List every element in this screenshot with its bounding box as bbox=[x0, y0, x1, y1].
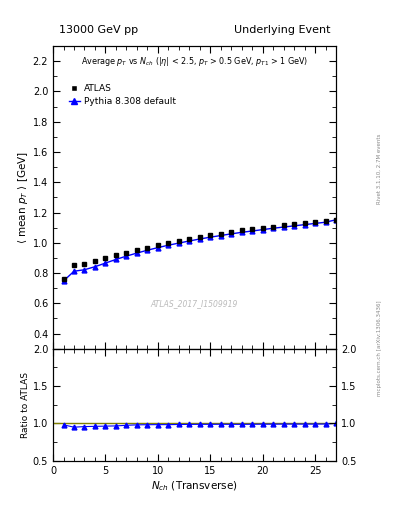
Pythia 8.308 default bbox=[219, 232, 223, 239]
Pythia 8.308 default bbox=[208, 234, 213, 240]
Pythia 8.308 default bbox=[61, 278, 66, 284]
Pythia 8.308 default bbox=[124, 253, 129, 259]
Pythia 8.308 default bbox=[313, 220, 318, 226]
Text: Average $p_T$ vs $N_{ch}$ ($|\eta|$ < 2.5, $p_T$ > 0.5 GeV, $p_{T1}$ > 1 GeV): Average $p_T$ vs $N_{ch}$ ($|\eta|$ < 2.… bbox=[81, 55, 308, 68]
Pythia 8.308 default bbox=[271, 225, 275, 231]
Text: Underlying Event: Underlying Event bbox=[234, 26, 331, 35]
Pythia 8.308 default bbox=[93, 264, 97, 270]
Text: 13000 GeV pp: 13000 GeV pp bbox=[59, 26, 138, 35]
X-axis label: $N_{ch}$ (Transverse): $N_{ch}$ (Transverse) bbox=[151, 480, 238, 494]
Pythia 8.308 default bbox=[323, 219, 328, 225]
Pythia 8.308 default bbox=[103, 260, 108, 266]
Y-axis label: Ratio to ATLAS: Ratio to ATLAS bbox=[21, 372, 30, 438]
Pythia 8.308 default bbox=[334, 217, 338, 223]
Pythia 8.308 default bbox=[145, 247, 150, 253]
Pythia 8.308 default bbox=[72, 268, 76, 274]
Text: mcplots.cern.ch [arXiv:1306.3436]: mcplots.cern.ch [arXiv:1306.3436] bbox=[377, 301, 382, 396]
Pythia 8.308 default bbox=[292, 223, 296, 229]
Y-axis label: $\langle$ mean $p_T$ $\rangle$ [GeV]: $\langle$ mean $p_T$ $\rangle$ [GeV] bbox=[16, 151, 30, 244]
Legend: ATLAS, Pythia 8.308 default: ATLAS, Pythia 8.308 default bbox=[69, 84, 176, 106]
Pythia 8.308 default bbox=[114, 257, 118, 263]
Pythia 8.308 default bbox=[281, 224, 286, 230]
Pythia 8.308 default bbox=[134, 250, 139, 256]
Pythia 8.308 default bbox=[166, 242, 171, 248]
Pythia 8.308 default bbox=[229, 231, 233, 237]
Pythia 8.308 default bbox=[239, 229, 244, 236]
Pythia 8.308 default bbox=[156, 245, 160, 251]
Line: Pythia 8.308 default: Pythia 8.308 default bbox=[61, 218, 338, 283]
Pythia 8.308 default bbox=[250, 228, 255, 234]
Pythia 8.308 default bbox=[302, 222, 307, 228]
Pythia 8.308 default bbox=[260, 226, 265, 232]
Pythia 8.308 default bbox=[197, 236, 202, 242]
Pythia 8.308 default bbox=[187, 238, 192, 244]
Text: Rivet 3.1.10, 2.7M events: Rivet 3.1.10, 2.7M events bbox=[377, 134, 382, 204]
Pythia 8.308 default bbox=[176, 240, 181, 246]
Text: ATLAS_2017_I1509919: ATLAS_2017_I1509919 bbox=[151, 299, 238, 308]
Pythia 8.308 default bbox=[82, 267, 87, 273]
